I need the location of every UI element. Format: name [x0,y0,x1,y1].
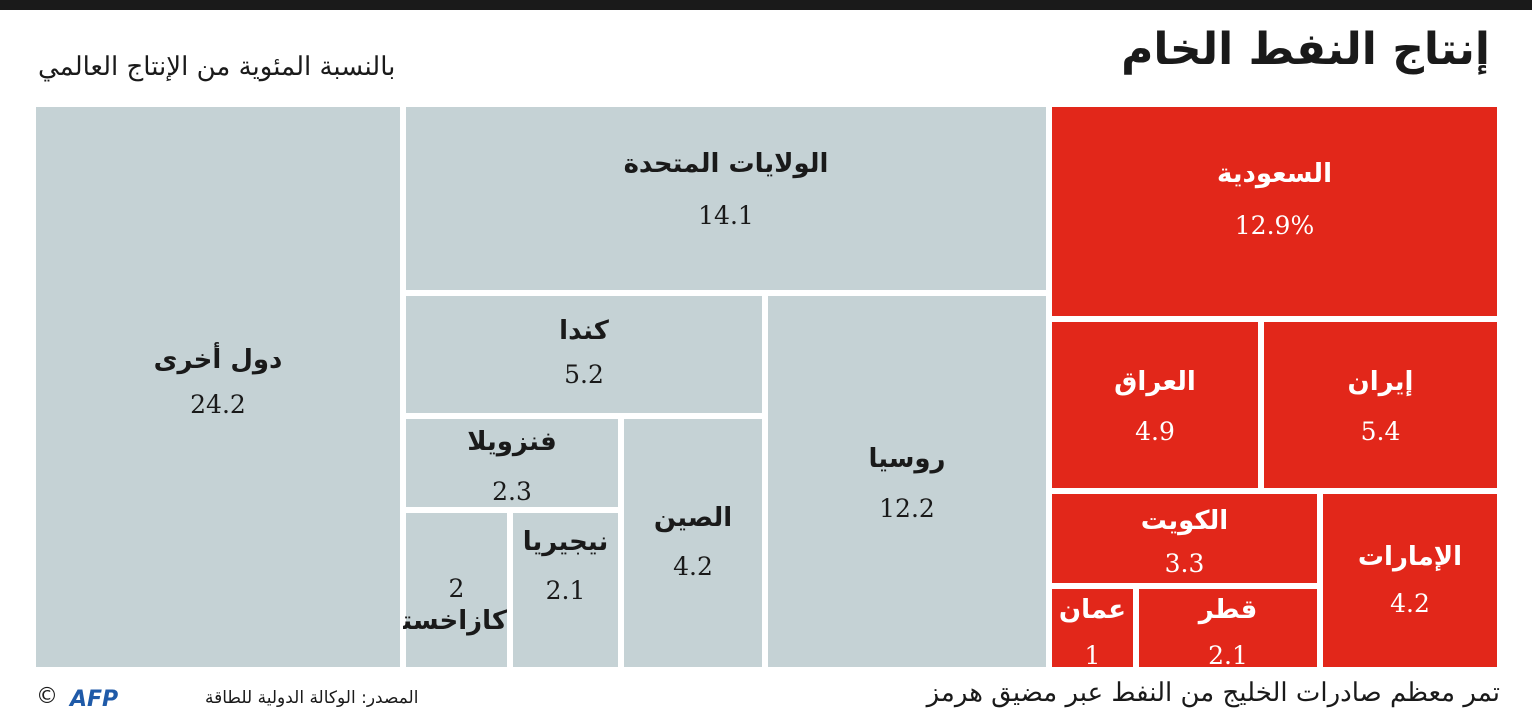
treemap-cell: الإمارات 4.2 [1320,491,1500,670]
cell-value: 24.2 [190,390,246,419]
cell-label: الصين [653,503,733,533]
treemap-cell: الصين 4.2 [621,416,765,670]
cell-label: فنزويلا [467,427,557,457]
afp-logo-text: AFP [68,687,118,710]
cell-value: 2.1 [545,576,586,605]
treemap-cell: دول أخرى 24.2 [33,104,403,670]
treemap-cell: إيران 5.4 [1261,319,1500,491]
cell-value: 12.9% [1234,211,1315,240]
cell-label: عمان [1058,595,1127,625]
cell-label: العراق [1114,367,1196,397]
cell-value: 5.2 [564,360,604,389]
cell-value: 2 [448,574,465,603]
cell-value: 14.1 [698,201,754,230]
treemap-cell: الولايات المتحدة 14.1 [403,104,1049,293]
afp-logo-icon: AFP [68,687,118,710]
top-rule [0,0,1532,10]
cell-value: 5.4 [1360,417,1401,446]
cell-value: 2.1 [1208,641,1248,670]
treemap-cell: عمان 1 [1049,586,1136,670]
cell-value: 4.2 [673,552,713,581]
cell-label: الإمارات [1357,542,1463,572]
cell-value: 12.2 [879,494,935,523]
cell-label: السعودية [1217,159,1332,189]
cell-label: قطر [1198,595,1258,625]
treemap-cell: كازاخستان 2 [370,510,510,670]
cell-label: نيجيريا [522,527,609,557]
cell-label: الكويت [1140,506,1229,536]
cell-value: 2.3 [492,477,532,506]
treemap-cell: فنزويلا 2.3 [403,416,621,510]
cell-label: دول أخرى [153,345,283,375]
chart-subtitle: بالنسبة المئوية من الإنتاج العالمي [38,52,396,82]
copyright-mark: © [36,684,58,709]
cell-value: 3.3 [1164,549,1205,578]
treemap-cell: قطر 2.1 [1136,586,1320,670]
cell-value: 4.2 [1390,589,1430,618]
footnote-text: تمر معظم صادرات الخليج من النفط عبر مضيق… [926,678,1500,708]
source-text: المصدر: الوكالة الدولية للطاقة [205,688,419,708]
treemap-cell: الكويت 3.3 [1049,491,1320,586]
cell-label: الولايات المتحدة [623,149,829,179]
treemap-cell: نيجيريا 2.1 [510,510,621,670]
treemap-chart: السعودية 12.9% إيران 5.4 العراق 4.9 الإمارات 4.… [33,104,1500,670]
cell-label: كندا [559,316,609,346]
treemap-cell: روسيا 12.2 [765,293,1049,670]
chart-title: إنتاج النفط الخام [1121,24,1490,75]
treemap-cell: السعودية 12.9% [1049,104,1500,319]
cell-value: 1 [1084,641,1101,670]
treemap-cell: كندا 5.2 [403,293,765,416]
treemap-cell: العراق 4.9 [1049,319,1261,491]
cell-label: إيران [1347,367,1414,397]
cell-label: روسيا [868,444,946,474]
cell-value: 4.9 [1135,417,1175,446]
